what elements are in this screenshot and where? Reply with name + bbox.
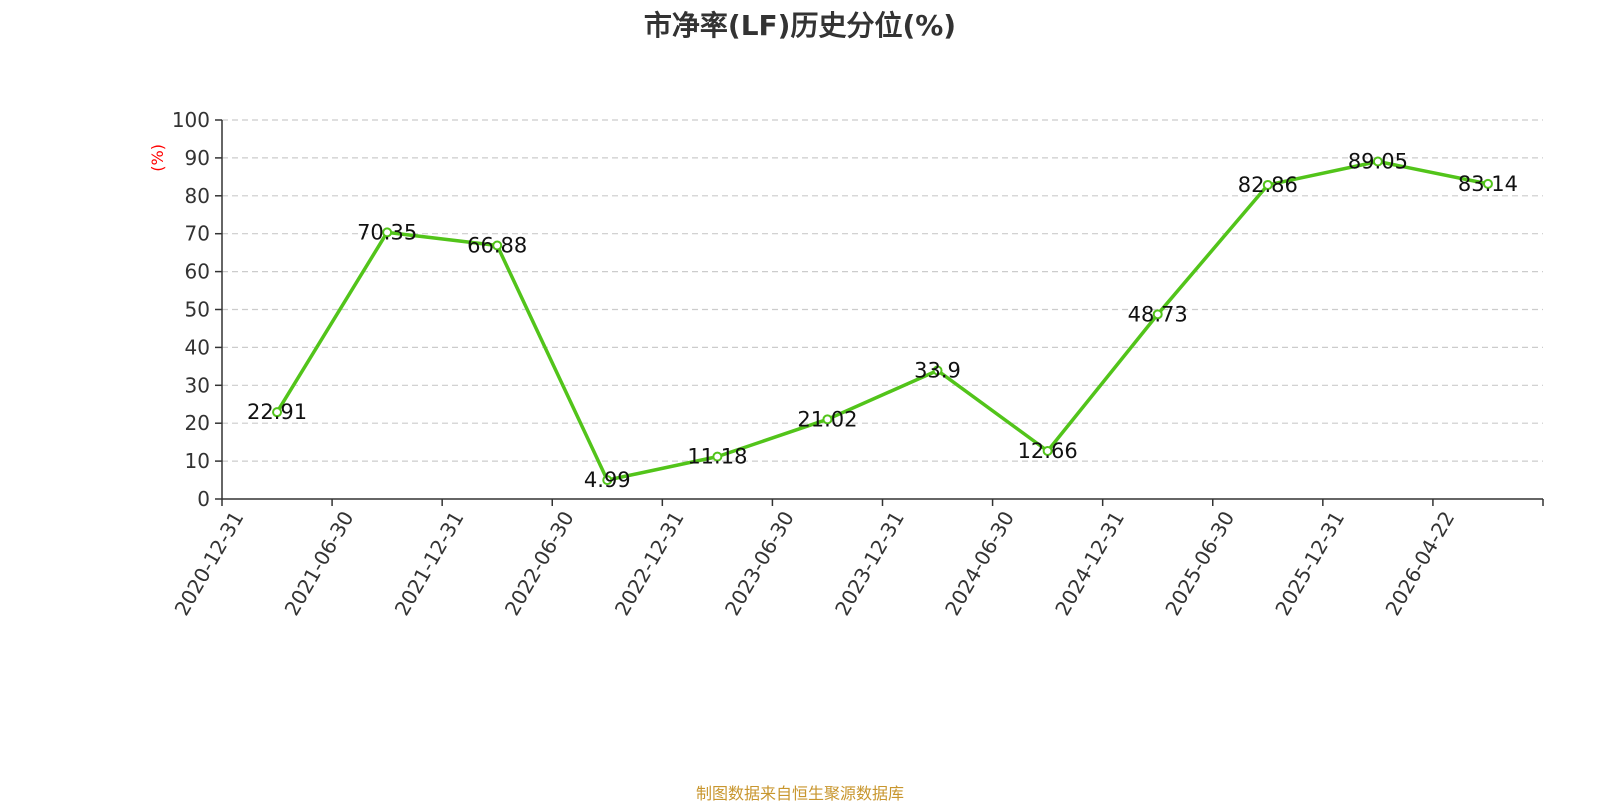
data-label: 22.91: [247, 400, 307, 424]
data-point: [1262, 179, 1273, 190]
y-tick-label: 20: [185, 411, 210, 435]
data-label: 21.02: [797, 407, 857, 431]
data-point: [602, 475, 613, 486]
data-label: 66.88: [467, 234, 527, 258]
data-label: 4.99: [584, 468, 631, 492]
x-tick-label: 2025-12-31: [1270, 507, 1349, 620]
y-tick-label: 10: [185, 449, 210, 473]
x-tick-label: 2020-12-31: [169, 507, 248, 620]
data-label: 70.35: [357, 220, 417, 244]
data-point: [1042, 446, 1053, 457]
data-label: 82.86: [1238, 173, 1298, 197]
x-tick-label: 2024-06-30: [940, 507, 1019, 620]
data-point: [932, 365, 943, 376]
x-tick-label: 2025-06-30: [1160, 507, 1239, 620]
x-tick-label: 2022-12-31: [610, 507, 689, 620]
series-line-layer: [272, 156, 1493, 486]
data-label: 12.66: [1018, 439, 1078, 463]
chart-title: 市净率(LF)历史分位(%): [643, 9, 957, 42]
y-tick-label: 80: [185, 184, 210, 208]
data-point: [492, 240, 503, 251]
data-point: [382, 227, 393, 238]
data-point: [822, 414, 833, 425]
data-label: 11.18: [687, 445, 747, 469]
data-label: 83.14: [1458, 172, 1518, 196]
y-tick-label: 60: [185, 260, 210, 284]
data-label: 33.9: [914, 359, 961, 383]
y-axis-unit-label: (%): [148, 144, 167, 172]
y-tick-label: 40: [185, 335, 210, 359]
x-tick-label: 2026-04-22: [1380, 507, 1459, 620]
data-label: 48.73: [1128, 302, 1188, 326]
y-tick-label: 0: [197, 487, 210, 511]
y-tick-label: 100: [172, 108, 210, 132]
y-tick-label: 30: [185, 373, 210, 397]
x-tick-label: 2022-06-30: [500, 507, 579, 620]
axes: 0 10 20 30 40 50 60 70 80 90 100 (%) 2020-12-31 2021-…: [148, 108, 1544, 620]
data-label: 89.05: [1348, 150, 1408, 174]
x-tick-label: 2021-12-31: [390, 507, 469, 620]
source-note: 制图数据来自恒生聚源数据库: [695, 784, 904, 803]
y-tick-label: 70: [185, 222, 210, 246]
data-point: [272, 407, 283, 418]
y-tick-label: 90: [185, 146, 210, 170]
data-point: [712, 451, 723, 462]
data-point: [1372, 156, 1383, 167]
y-tick-label: 50: [185, 298, 210, 322]
grid-lines: [222, 119, 1543, 462]
x-tick-label: 2023-06-30: [720, 507, 799, 620]
series-line: [275, 159, 1489, 482]
x-tick-label: 2023-12-31: [830, 507, 909, 620]
data-point: [1482, 178, 1493, 189]
data-labels: 22.91 70.35 66.88 4.99 11.18 21.02 33.9 12.66 48…: [247, 150, 1518, 493]
x-tick-label: 2021-06-30: [280, 507, 359, 620]
data-point: [1152, 309, 1163, 320]
x-tick-label: 2024-12-31: [1050, 507, 1129, 620]
